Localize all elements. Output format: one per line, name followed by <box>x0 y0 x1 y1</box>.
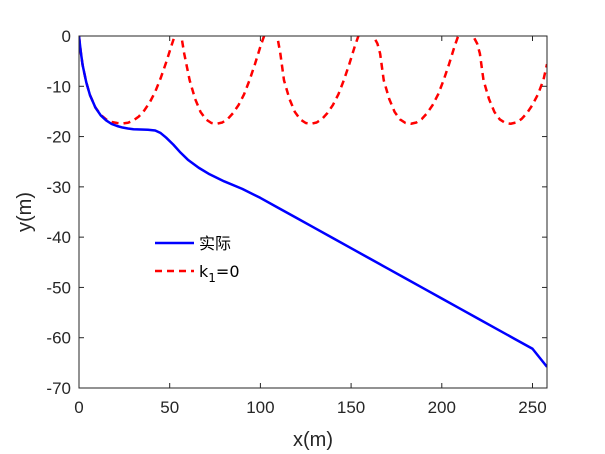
x-axis-label: x(m) <box>293 429 333 451</box>
legend: 实际 k1=0 <box>155 234 240 285</box>
x-tick-label: 0 <box>74 398 83 417</box>
y-tick-label: -10 <box>46 77 71 96</box>
y-tick-label: -20 <box>46 128 71 147</box>
y-axis-label: y(m) <box>14 192 36 232</box>
x-tick-label: 150 <box>337 398 365 417</box>
x-tick-label: 250 <box>518 398 546 417</box>
y-tick-label: -50 <box>46 278 71 297</box>
x-tick-label: 50 <box>160 398 179 417</box>
legend-label-k1: k1=0 <box>199 262 240 285</box>
y-tick-label: -60 <box>46 329 71 348</box>
y-tick-label: -40 <box>46 228 71 247</box>
series-line-actual <box>79 36 547 368</box>
y-tick-label: -70 <box>46 379 71 398</box>
legend-label-actual: 实际 <box>199 234 231 253</box>
series-layer <box>79 36 547 368</box>
y-tick-label: -30 <box>46 178 71 197</box>
legend-label-k1-sub: 1 <box>208 271 216 285</box>
legend-label-k1-rest: =0 <box>216 262 240 281</box>
plot-area <box>79 36 547 388</box>
ticks-layer: 0 50 100 150 200 250 0 -10 -20 -30 -40 -50 -60 -70 <box>46 27 547 417</box>
x-tick-label: 200 <box>428 398 456 417</box>
y-tick-label: 0 <box>62 27 71 46</box>
x-tick-label: 100 <box>246 398 274 417</box>
axes-box <box>78 35 548 389</box>
legend-label-k1-base: k <box>199 262 209 281</box>
